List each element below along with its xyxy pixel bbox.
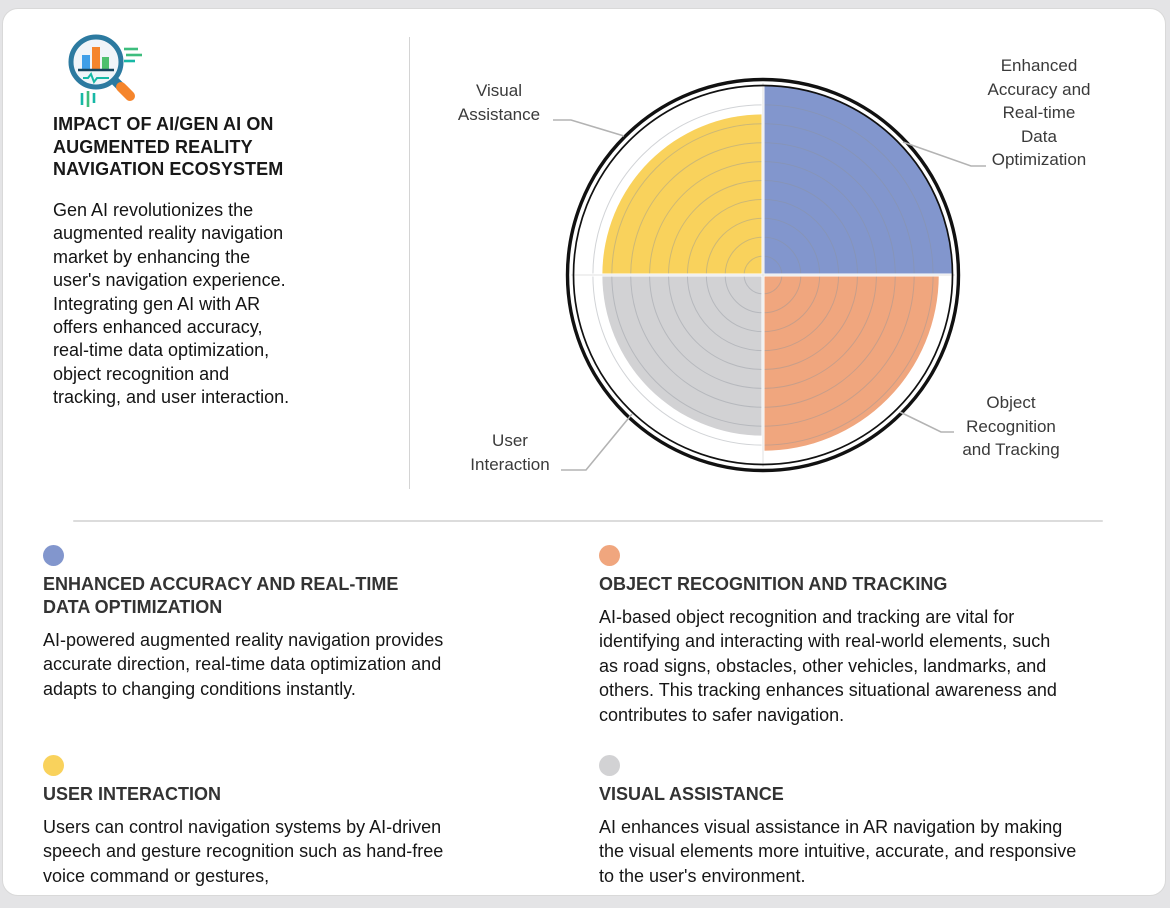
callout-enhanced-accuracy bbox=[902, 141, 986, 167]
inner-ring bbox=[572, 84, 954, 466]
quadrant-top-left bbox=[602, 114, 763, 275]
axis-cross bbox=[571, 83, 955, 467]
horizontal-divider bbox=[73, 520, 1103, 522]
infographic-card: IMPACT OF AI/GEN AI ON AUGMENTED REALITY… bbox=[2, 8, 1166, 896]
axis-label-enhanced-accuracy: Enhanced Accuracy and Real-time Data Opt… bbox=[987, 56, 1091, 170]
legend-dot-gray bbox=[599, 755, 620, 776]
outer-rings bbox=[565, 77, 961, 473]
axis-label-visual-assistance: Visual Assistance bbox=[457, 81, 541, 124]
callout-user-interaction bbox=[561, 413, 633, 471]
callout-visual-assistance bbox=[553, 119, 625, 137]
callout-object-recognition bbox=[899, 411, 954, 433]
quadrant-fills bbox=[602, 86, 952, 451]
callout-lines bbox=[553, 119, 986, 471]
vertical-divider bbox=[409, 37, 410, 489]
page-title: IMPACT OF AI/GEN AI ON AUGMENTED REALITY… bbox=[53, 114, 284, 179]
legend-dot-yellow bbox=[43, 755, 64, 776]
legend-dot-orange bbox=[599, 545, 620, 566]
intro-paragraph: Gen AI revolutionizes the augmented real… bbox=[53, 200, 290, 408]
legend-title: VISUAL ASSISTANCE bbox=[599, 784, 784, 804]
axis-label-user-interaction: User Interaction bbox=[470, 431, 550, 474]
magnifier-analytics-icon bbox=[68, 34, 142, 107]
legend-item-object-recognition: OBJECT RECOGNITION AND TRACKING AI-based… bbox=[599, 545, 1144, 727]
quadrant-bottom-right bbox=[763, 275, 939, 451]
legend-dot-blue bbox=[43, 545, 64, 566]
legend-body: AI-powered augmented reality navigation … bbox=[43, 630, 444, 699]
legend-title: OBJECT RECOGNITION AND TRACKING bbox=[599, 574, 948, 594]
legend-title: ENHANCED ACCURACY AND REAL-TIME DATA OPT… bbox=[43, 574, 399, 617]
quadrant-top-right bbox=[763, 86, 952, 275]
legend-item-user-interaction: USER INTERACTION Users can control navig… bbox=[43, 755, 553, 888]
legend-body: AI enhances visual assistance in AR navi… bbox=[599, 817, 1077, 886]
legend-item-enhanced-accuracy: ENHANCED ACCURACY AND REAL-TIME DATA OPT… bbox=[43, 545, 553, 701]
legend-body: Users can control navigation systems by … bbox=[43, 817, 444, 886]
axis-label-object-recognition: Object Recognition and Tracking bbox=[962, 393, 1060, 460]
legend-title: USER INTERACTION bbox=[43, 784, 222, 804]
polar-chart bbox=[553, 77, 986, 473]
outer-ring bbox=[565, 77, 961, 473]
legend-item-visual-assistance: VISUAL ASSISTANCE AI enhances visual ass… bbox=[599, 755, 1144, 888]
quadrant-bottom-left bbox=[602, 275, 763, 436]
legend-body: AI-based object recognition and tracking… bbox=[599, 607, 1057, 725]
